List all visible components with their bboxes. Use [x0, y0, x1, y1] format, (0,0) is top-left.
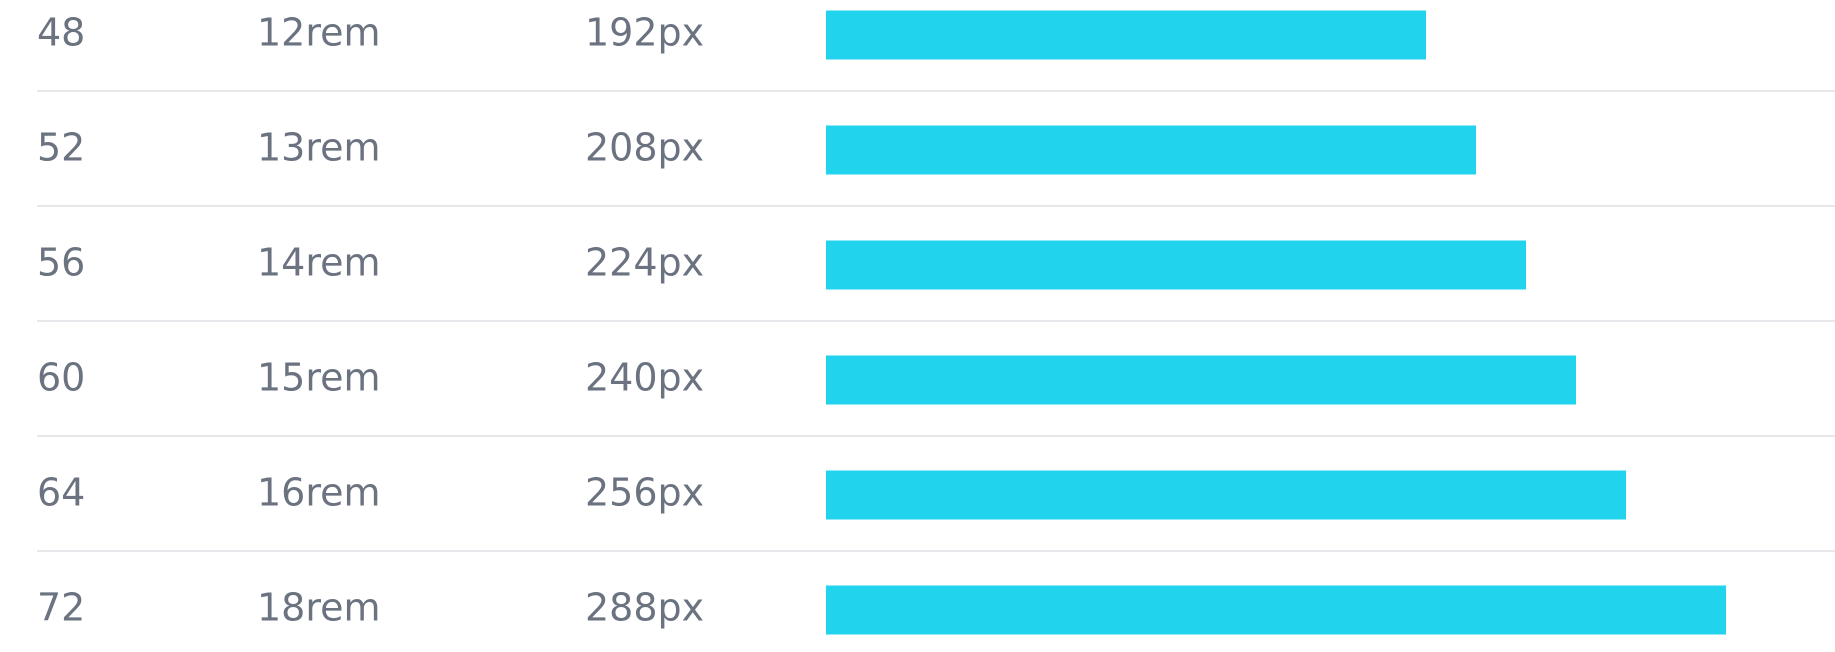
spacing-name: 56	[37, 241, 85, 285]
size-bar	[826, 470, 1626, 520]
rem-value: 14rem	[257, 241, 381, 285]
spacing-name: 48	[37, 11, 85, 55]
size-bar	[826, 125, 1476, 175]
px-value: 240px	[585, 356, 704, 400]
px-value: 256px	[585, 471, 704, 515]
rem-value: 15rem	[257, 356, 381, 400]
size-bar	[826, 355, 1576, 405]
px-value: 288px	[585, 586, 704, 630]
spacing-name: 72	[37, 586, 85, 630]
rem-value: 16rem	[257, 471, 381, 515]
rem-value: 12rem	[257, 11, 381, 55]
rem-value: 18rem	[257, 586, 381, 630]
size-bar	[826, 10, 1426, 60]
px-value: 224px	[585, 241, 704, 285]
spacing-name: 52	[37, 126, 85, 170]
px-value: 208px	[585, 126, 704, 170]
size-bar	[826, 240, 1526, 290]
rem-value: 13rem	[257, 126, 381, 170]
spacing-name: 60	[37, 356, 85, 400]
size-bar	[826, 585, 1726, 635]
px-value: 192px	[585, 11, 704, 55]
spacing-name: 64	[37, 471, 85, 515]
